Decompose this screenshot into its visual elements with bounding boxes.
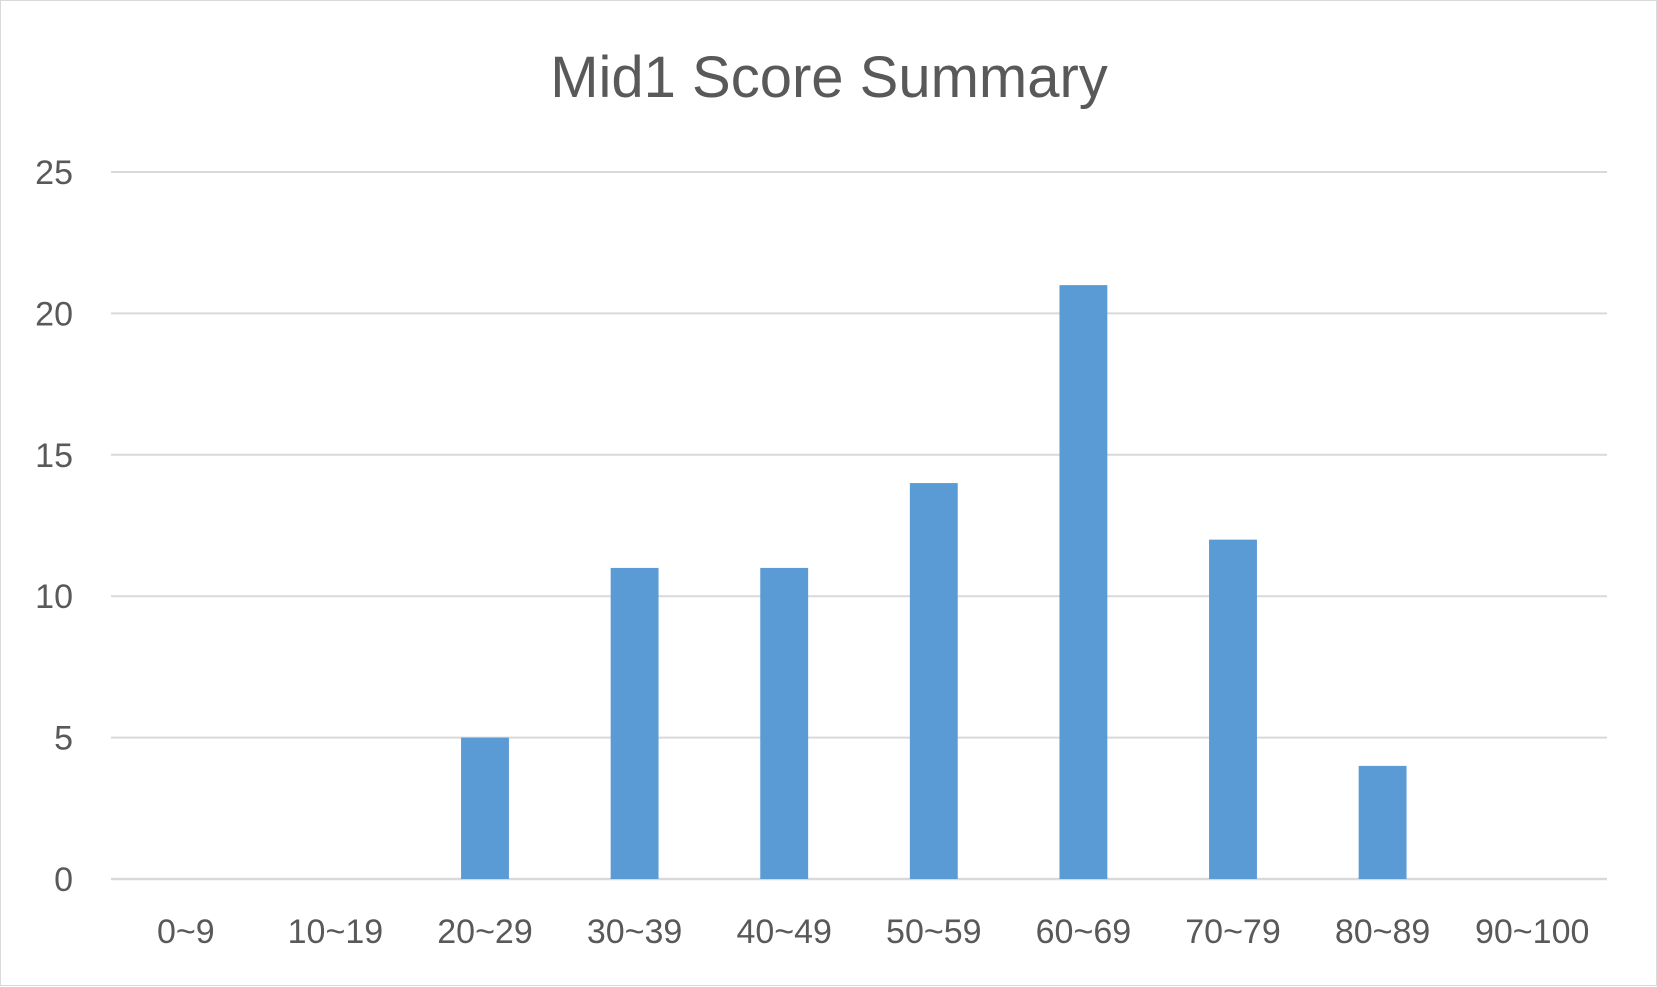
y-tick-label: 10 (35, 578, 73, 616)
x-tick-label: 70~79 (1185, 913, 1281, 951)
x-tick-label: 60~69 (1036, 913, 1132, 951)
chart-title: Mid1 Score Summary (550, 45, 1108, 110)
bar-20-29 (461, 737, 509, 879)
x-tick-label: 30~39 (587, 913, 683, 951)
x-tick-label: 0~9 (157, 913, 215, 951)
x-tick-label: 20~29 (437, 913, 533, 951)
x-tick-label: 80~89 (1335, 913, 1431, 951)
x-tick-label: 90~100 (1475, 913, 1589, 951)
x-tick-label: 50~59 (886, 913, 982, 951)
bar-30-39 (610, 567, 659, 879)
x-tick-label: 10~19 (288, 913, 384, 951)
bar-60-69 (1059, 285, 1108, 879)
y-tick-label: 5 (54, 720, 73, 758)
bar-50-59 (909, 483, 958, 879)
gridlines (111, 171, 1607, 881)
bar-80-89 (1358, 765, 1407, 879)
y-tick-label: 20 (35, 295, 73, 333)
bar-70-79 (1209, 539, 1257, 879)
x-axis-ticks: 0~9 10~19 20~29 30~39 40~49 50~59 60~69 70~79 80… (157, 913, 1589, 951)
bar-40-49 (760, 567, 809, 879)
bars (461, 285, 1407, 879)
y-tick-label: 0 (54, 861, 73, 899)
y-axis-ticks: 0 5 10 15 20 25 (35, 154, 73, 899)
x-tick-label: 40~49 (736, 913, 832, 951)
y-tick-label: 25 (35, 154, 73, 192)
y-tick-label: 15 (35, 437, 73, 475)
